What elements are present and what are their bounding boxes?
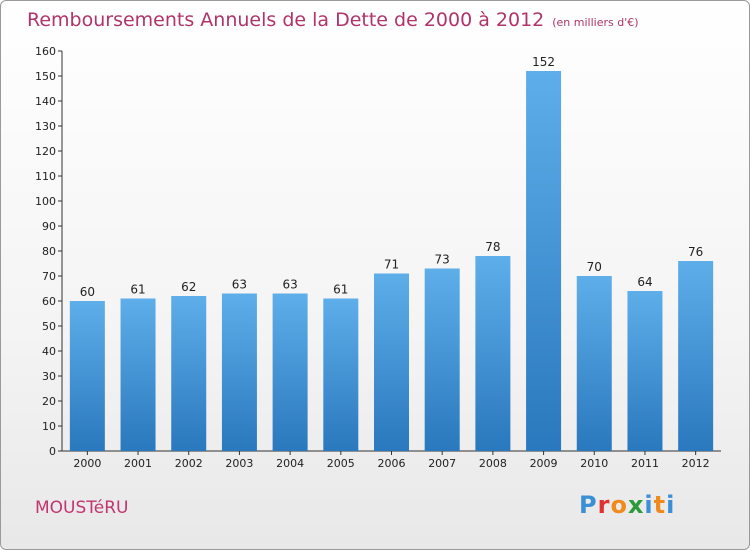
x-tick-label: 2007 bbox=[428, 457, 456, 470]
bar-value-label: 63 bbox=[282, 278, 297, 292]
bar-value-label: 71 bbox=[384, 258, 399, 272]
bar bbox=[475, 256, 511, 451]
x-tick-label: 2008 bbox=[479, 457, 507, 470]
x-tick-label: 2005 bbox=[327, 457, 355, 470]
proxiti-logo: Proxiti bbox=[579, 491, 675, 519]
y-tick-label: 60 bbox=[42, 295, 56, 308]
y-tick-label: 160 bbox=[35, 45, 56, 58]
y-tick-label: 50 bbox=[42, 320, 56, 333]
y-tick-label: 0 bbox=[49, 445, 56, 458]
bar bbox=[171, 296, 207, 451]
bar bbox=[576, 276, 612, 451]
bar-value-label: 63 bbox=[232, 278, 247, 292]
x-tick-label: 2006 bbox=[378, 457, 406, 470]
chart-subtitle: (en milliers d'€) bbox=[552, 16, 639, 29]
x-tick-label: 2009 bbox=[530, 457, 558, 470]
bar bbox=[424, 268, 460, 451]
y-tick-label: 100 bbox=[35, 195, 56, 208]
logo-letter: i bbox=[666, 491, 676, 519]
chart-title: Remboursements Annuels de la Dette de 20… bbox=[27, 9, 639, 31]
bar bbox=[323, 298, 359, 451]
bar-value-label: 61 bbox=[333, 283, 348, 297]
bar-value-label: 76 bbox=[688, 245, 703, 259]
bar bbox=[678, 261, 714, 451]
logo-letter: r bbox=[597, 491, 611, 519]
bar bbox=[526, 71, 562, 451]
logo-letter: o bbox=[610, 491, 628, 519]
bar-value-label: 70 bbox=[587, 260, 602, 274]
bar-value-label: 78 bbox=[485, 240, 500, 254]
y-tick-label: 150 bbox=[35, 70, 56, 83]
bar bbox=[120, 298, 156, 451]
bar bbox=[272, 293, 308, 451]
bar-value-label: 61 bbox=[130, 283, 145, 297]
bar bbox=[627, 291, 663, 451]
bar-value-label: 64 bbox=[637, 275, 652, 289]
y-tick-label: 130 bbox=[35, 120, 56, 133]
y-tick-label: 70 bbox=[42, 270, 56, 283]
chart-title-text: Remboursements Annuels de la Dette de 20… bbox=[27, 9, 545, 31]
y-tick-label: 80 bbox=[42, 245, 56, 258]
y-tick-label: 120 bbox=[35, 145, 56, 158]
logo-letter: P bbox=[579, 491, 598, 519]
bar-value-label: 73 bbox=[435, 253, 450, 267]
y-tick-label: 30 bbox=[42, 370, 56, 383]
x-tick-label: 2000 bbox=[73, 457, 101, 470]
y-tick-label: 20 bbox=[42, 395, 56, 408]
value-labels: 60 61 62 63 63 61 71 73 78 152 70 64 76 bbox=[80, 55, 704, 299]
bar-value-label: 152 bbox=[532, 55, 555, 69]
town-name: MOUSTéRU bbox=[35, 498, 129, 518]
x-tick-label: 2011 bbox=[631, 457, 659, 470]
logo-letter: t bbox=[653, 491, 667, 519]
logo-letter: x bbox=[627, 491, 645, 519]
x-tick-label: 2012 bbox=[682, 457, 710, 470]
bar-value-label: 60 bbox=[80, 285, 95, 299]
y-tick-label: 90 bbox=[42, 220, 56, 233]
x-tick-label: 2002 bbox=[175, 457, 203, 470]
y-tick-label: 10 bbox=[42, 420, 56, 433]
bars bbox=[69, 71, 714, 451]
logo-letter: i bbox=[644, 491, 654, 519]
y-tick-label: 140 bbox=[35, 95, 56, 108]
y-tick-label: 110 bbox=[35, 170, 56, 183]
bar-value-label: 62 bbox=[181, 280, 196, 294]
x-tick-label: 2010 bbox=[580, 457, 608, 470]
x-tick-label: 2001 bbox=[124, 457, 152, 470]
bar bbox=[69, 301, 105, 451]
bar bbox=[374, 273, 409, 451]
x-tick-label: 2003 bbox=[225, 457, 253, 470]
bar bbox=[221, 293, 257, 451]
x-tick-label: 2004 bbox=[276, 457, 304, 470]
y-tick-label: 40 bbox=[42, 345, 56, 358]
